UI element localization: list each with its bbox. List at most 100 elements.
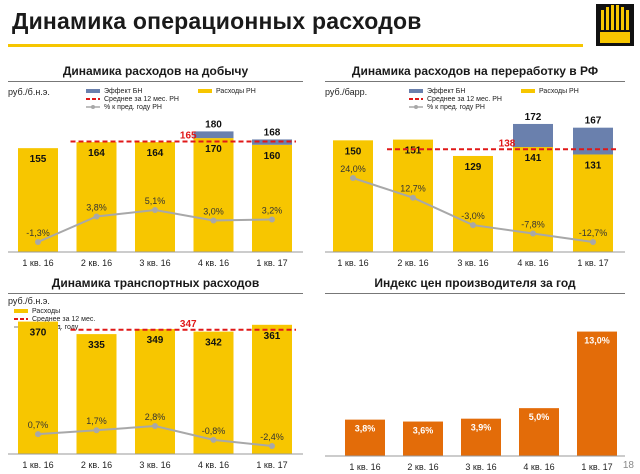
rosneft-logo-icon [596, 4, 634, 46]
bar-value-label: 141 [525, 153, 542, 164]
title-underline [8, 44, 583, 47]
bar-value-label: 335 [88, 340, 105, 351]
x-tick-label: 1 кв. 17 [577, 258, 608, 268]
x-tick-label: 3 кв. 16 [465, 462, 496, 472]
legend-label: Эффект БН [104, 88, 142, 95]
x-tick-label: 3 кв. 16 [139, 258, 170, 268]
title-rule [325, 293, 625, 294]
bar-value-label: 160 [264, 151, 281, 162]
bar-value-label: 129 [465, 162, 482, 173]
refining-cost-chart: Динамика расходов на переработку в РФ ру… [325, 62, 625, 270]
legend-label: Расходы [32, 308, 60, 315]
average-label: 138 [499, 138, 516, 149]
bar [76, 142, 117, 252]
x-tick-label: 1 кв. 16 [349, 462, 380, 472]
page-title: Динамика операционных расходов [12, 8, 422, 34]
percent-label: 3,8% [86, 203, 107, 213]
legend-swatch-costs [14, 309, 28, 313]
bar-value-label: 349 [147, 335, 164, 346]
x-tick-label: 1 кв. 17 [256, 258, 287, 268]
legend-label: Среднее за 12 мес. РН [427, 96, 502, 103]
percent-marker [35, 431, 41, 438]
x-tick-label: 2 кв. 16 [407, 462, 438, 472]
x-tick-label: 4 кв. 16 [198, 258, 229, 268]
percent-label: -7,8% [521, 219, 545, 229]
ppi-chart: Индекс цен производителя за год 3,8% 3,6%… [325, 274, 625, 474]
bar [135, 329, 175, 454]
legend-swatch-effect [86, 89, 100, 93]
percent-label: 3,0% [203, 207, 224, 217]
percent-marker [530, 230, 536, 237]
percent-label: -0,8% [202, 426, 226, 436]
bar [461, 418, 501, 456]
percent-label: 1,7% [86, 416, 107, 426]
effect-bar [573, 127, 613, 155]
percent-marker [410, 194, 416, 201]
percent-label: 0,7% [28, 420, 49, 430]
bar [18, 148, 58, 252]
bar [76, 334, 117, 454]
x-tick-label: 2 кв. 16 [81, 460, 112, 470]
x-tick-label: 1 кв. 17 [581, 462, 612, 472]
percent-label: 12,7% [400, 184, 426, 194]
x-tick-label: 1 кв. 17 [256, 460, 287, 470]
bar-value-label: 155 [30, 154, 47, 165]
x-tick-label: 4 кв. 16 [523, 462, 554, 472]
x-tick-label: 2 кв. 16 [397, 258, 428, 268]
percent-marker [269, 443, 275, 449]
percent-label: -1,3% [26, 228, 50, 238]
legend-label: Эффект БН [427, 88, 465, 95]
bar [345, 419, 385, 456]
bar [403, 421, 443, 456]
bar [573, 154, 613, 252]
bar [193, 331, 234, 454]
chart-canvas: 3,8% 3,6% 3,9% 5,0% 13,0% 1 кв. 16 2 кв. 16 3 к… [325, 331, 625, 472]
chart-title: Динамика расходов на добычу [62, 64, 249, 78]
bar-total-label: 172 [525, 112, 542, 123]
legend-swatch-costs [198, 89, 212, 93]
x-tick-label: 1 кв. 16 [22, 460, 53, 470]
legend-label: Расходы РН [539, 88, 579, 95]
bar [519, 408, 559, 456]
legend-swatch-percent-marker [414, 105, 418, 109]
x-tick-label: 4 кв. 16 [198, 460, 229, 470]
percent-marker [210, 436, 217, 443]
bar-value-label: 361 [264, 331, 281, 342]
percent-marker [269, 216, 275, 223]
x-tick-label: 3 кв. 16 [457, 258, 488, 268]
percent-label: 2,8% [145, 412, 166, 422]
percent-marker [152, 207, 158, 213]
percent-label: 5,1% [145, 196, 166, 206]
percent-marker [590, 239, 596, 245]
effect-bar [193, 131, 234, 139]
legend-label: Среднее за 12 мес. РН [104, 96, 179, 103]
legend-swatch-effect [409, 89, 423, 93]
percent-label: -12,7% [579, 228, 608, 238]
bar-value-label: 3,8% [355, 424, 376, 434]
percent-label: 24,0% [340, 164, 366, 174]
bar-total-label: 168 [264, 127, 281, 138]
x-tick-label: 2 кв. 16 [81, 258, 112, 268]
average-label: 165 [180, 130, 197, 141]
percent-marker [470, 222, 476, 229]
percent-label: -2,4% [260, 432, 284, 442]
transport-cost-chart: Динамика транспортных расходов руб./б.н.… [8, 274, 303, 474]
bar-value-label: 370 [30, 328, 47, 339]
bar [453, 155, 493, 252]
title-rule [8, 81, 303, 82]
x-tick-label: 3 кв. 16 [139, 460, 170, 470]
bar [193, 138, 234, 252]
bar-value-label: 170 [205, 144, 222, 155]
x-tick-label: 1 кв. 16 [22, 258, 53, 268]
bar-value-label: 131 [585, 160, 602, 171]
x-tick-label: 4 кв. 16 [517, 258, 548, 268]
bar [252, 144, 292, 252]
percent-marker [35, 239, 41, 245]
bar [577, 331, 617, 456]
percent-marker [350, 175, 356, 181]
production-cost-chart: Динамика расходов на добычу руб./б.н.э. … [8, 62, 303, 270]
legend-label: % к пред. году РН [104, 104, 162, 111]
